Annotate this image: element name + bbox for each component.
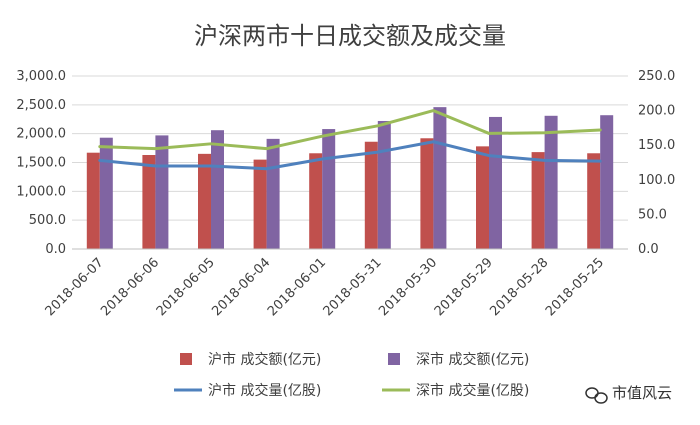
y-left-tick-label: 3,000.0	[16, 69, 66, 84]
bar	[587, 153, 601, 249]
speech-bubbles-icon	[585, 387, 608, 404]
bar	[420, 138, 434, 249]
bar	[86, 152, 100, 249]
y-right-tick-label: 200.0	[638, 104, 675, 119]
x-tick-label: 2018-06-06	[98, 255, 162, 319]
bar	[600, 115, 614, 249]
bar	[198, 153, 211, 249]
legend-label: 深市 成交量(亿股)	[416, 382, 529, 399]
series-line	[98, 140, 602, 171]
legend: 沪市 成交额(亿元) 深市 成交额(亿元) 沪市 成交量(亿股) 深市 成交量(亿股)	[174, 351, 529, 399]
y-right-tick-label: 50.0	[638, 207, 667, 222]
bar	[266, 138, 280, 249]
series-line	[98, 109, 602, 151]
legend-swatch	[388, 353, 400, 365]
x-tick-label: 2018-06-01	[265, 255, 329, 319]
bar	[489, 116, 502, 250]
bar	[155, 135, 169, 249]
x-axis: 2018-06-072018-06-062018-06-052018-06-04…	[43, 248, 628, 319]
watermark: 市值风云	[585, 384, 672, 404]
y-right-tick-label: 150.0	[638, 138, 675, 153]
bar	[433, 107, 447, 249]
bar	[364, 141, 378, 249]
y-right-tick-label: 100.0	[638, 173, 675, 188]
bar	[99, 137, 113, 249]
y-right-tick-label: 0.0	[638, 242, 659, 257]
x-tick-label: 2018-05-29	[432, 255, 496, 319]
x-tick-label: 2018-06-07	[43, 255, 107, 319]
y-axis-left: 0.0 500.0 1,000.0 1,500.0 2,000.0 2,500.0 3,00…	[16, 69, 66, 257]
bar	[253, 159, 267, 249]
y-left-tick-label: 2,000.0	[16, 127, 66, 142]
x-tick-label: 2018-05-31	[321, 255, 385, 319]
legend-label: 沪市 成交额(亿元)	[208, 351, 321, 368]
y-left-tick-label: 0.0	[45, 242, 66, 257]
lines	[98, 109, 602, 171]
y-left-tick-label: 500.0	[29, 213, 66, 228]
bar	[142, 155, 156, 249]
legend-label: 沪市 成交量(亿股)	[208, 382, 321, 399]
legend-swatch	[180, 353, 192, 365]
x-tick-label: 2018-05-25	[543, 255, 607, 319]
bar	[211, 130, 224, 249]
bar	[531, 152, 545, 249]
chart-title: 沪深两市十日成交额及成交量	[194, 22, 506, 50]
x-tick-label: 2018-06-05	[154, 255, 218, 319]
bar	[322, 129, 336, 249]
y-left-tick-label: 1,000.0	[16, 184, 66, 199]
x-tick-label: 2018-06-04	[209, 255, 273, 319]
bar	[309, 153, 323, 249]
bars	[86, 107, 614, 250]
bar	[476, 146, 489, 249]
watermark-text: 市值风云	[612, 384, 672, 402]
y-left-tick-label: 2,500.0	[16, 98, 66, 113]
y-right-tick-label: 250.0	[638, 69, 675, 84]
bar	[377, 120, 391, 249]
bar	[544, 115, 558, 249]
y-axis-right: 0.0 50.0 100.0 150.0 200.0 250.0	[638, 69, 675, 257]
y-left-tick-label: 1,500.0	[16, 156, 66, 171]
legend-label: 深市 成交额(亿元)	[416, 351, 529, 368]
x-tick-label: 2018-05-28	[487, 255, 551, 319]
x-tick-label: 2018-05-30	[376, 255, 440, 319]
